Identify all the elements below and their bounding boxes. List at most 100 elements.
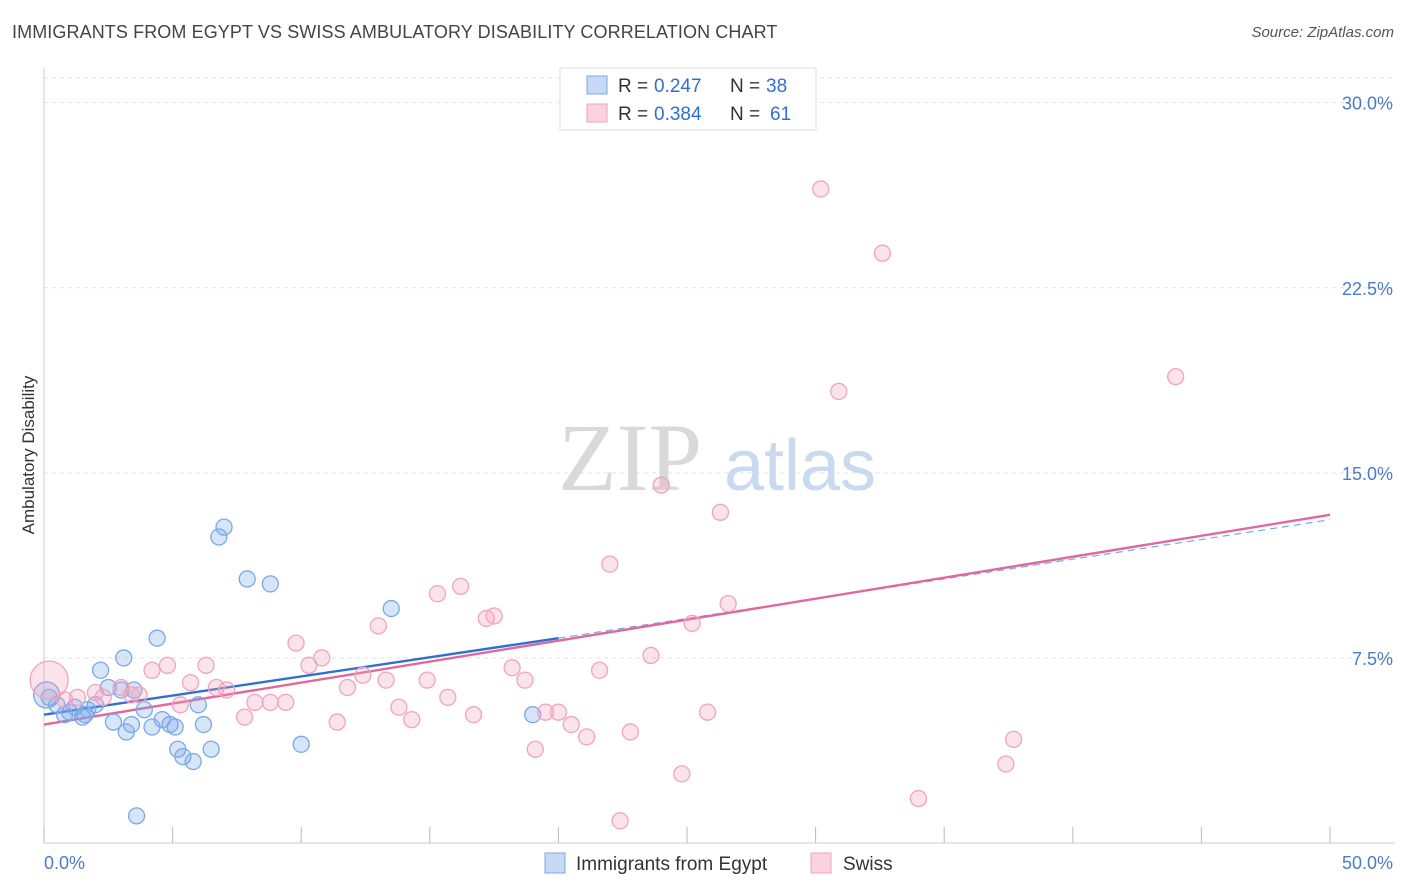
swiss-point <box>377 671 395 689</box>
egypt-point <box>261 575 279 593</box>
trendlines <box>43 513 1331 726</box>
egypt-point <box>127 807 146 825</box>
legend: R = 0.247 N = 38 R = 0.384 N = 61 <box>559 67 817 131</box>
legend-r-value-1: 0.247 <box>654 76 702 97</box>
egypt-point <box>382 599 400 618</box>
legend-r-value-2: 0.384 <box>654 104 702 125</box>
swiss-point <box>313 649 331 667</box>
swiss-point <box>300 656 318 674</box>
swiss-point <box>485 607 503 625</box>
data-points <box>29 180 1185 830</box>
swiss-point <box>171 696 189 714</box>
egypt-trendline-dashed <box>558 519 1331 639</box>
swiss-point <box>207 678 225 697</box>
swiss-point <box>997 755 1015 773</box>
swiss-point <box>354 666 372 684</box>
swiss-point <box>143 661 161 679</box>
egypt-point <box>125 681 143 699</box>
egypt-point <box>194 715 213 734</box>
swiss-point <box>338 678 357 697</box>
swiss-point <box>158 656 177 674</box>
swiss-point <box>439 688 457 707</box>
swiss-point <box>673 765 691 783</box>
egypt-point <box>238 570 256 588</box>
swiss-point <box>181 673 200 692</box>
swiss-point <box>235 708 254 726</box>
swiss-point <box>246 693 264 711</box>
chart-title: IMMIGRANTS FROM EGYPT VS SWISS AMBULATOR… <box>12 22 778 42</box>
swiss-trendline <box>43 513 1331 726</box>
legend-n-value-2: 61 <box>770 104 791 125</box>
swiss-point <box>711 503 730 521</box>
swiss-point <box>197 656 215 674</box>
swiss-point <box>516 671 534 689</box>
swiss-point <box>578 728 596 746</box>
swiss-point <box>452 577 470 596</box>
y-tick-label: 7.5% <box>1352 649 1393 669</box>
swiss-point <box>277 693 295 711</box>
egypt-point <box>76 706 94 724</box>
legend-swatch-pink <box>586 103 608 123</box>
bottom-legend-swatch-egypt <box>544 852 566 874</box>
swiss-point <box>418 671 436 689</box>
bottom-legend-swatch-swiss <box>810 852 832 874</box>
swiss-point <box>130 686 148 704</box>
bottom-legend-label-egypt: Immigrants from Egypt <box>576 854 768 875</box>
swiss-point <box>328 713 346 731</box>
swiss-point <box>1167 367 1185 386</box>
bottom-legend-label-swiss: Swiss <box>843 854 893 875</box>
y-tick-label: 15.0% <box>1342 464 1393 484</box>
swiss-point <box>29 660 69 700</box>
watermark-atlas: atlas <box>724 426 876 506</box>
swiss-point <box>873 244 892 262</box>
egypt-point <box>166 718 184 736</box>
swiss-point <box>830 382 848 401</box>
watermark-zip: ZIP <box>558 404 702 511</box>
swiss-point <box>403 710 421 729</box>
egypt-point <box>91 661 110 679</box>
legend-n-label-1: N = <box>730 76 760 97</box>
egypt-point <box>202 740 220 758</box>
legend-r-label-2: R = <box>618 104 648 125</box>
y-tick-label: 30.0% <box>1342 94 1393 114</box>
swiss-point <box>536 703 555 721</box>
egypt-point <box>215 518 233 536</box>
swiss-point <box>217 681 236 699</box>
bottom-legend: Immigrants from Egypt Swiss <box>544 852 893 875</box>
x-tick-label-min: 0.0% <box>44 853 85 873</box>
egypt-point <box>99 678 117 697</box>
swiss-point <box>601 555 619 573</box>
swiss-point <box>562 715 580 734</box>
swiss-point <box>1004 730 1023 749</box>
egypt-point <box>174 747 192 766</box>
legend-swatch-blue <box>586 75 608 95</box>
egypt-point <box>122 715 141 734</box>
swiss-point <box>390 698 408 716</box>
swiss-point <box>526 740 544 758</box>
egypt-point <box>189 696 207 714</box>
x-tick-label-max: 50.0% <box>1342 853 1393 873</box>
legend-n-label-2: N = <box>730 104 760 125</box>
egypt-point <box>104 713 123 731</box>
egypt-point <box>184 752 202 771</box>
egypt-point <box>524 706 542 724</box>
swiss-point <box>94 688 112 707</box>
legend-n-value-1: 38 <box>766 76 787 97</box>
swiss-point <box>503 659 521 677</box>
egypt-point <box>32 681 61 709</box>
swiss-point <box>812 180 830 198</box>
swiss-point <box>909 789 928 808</box>
source-label: Source: ZipAtlas.com <box>1251 24 1394 41</box>
swiss-point <box>590 661 609 679</box>
egypt-point <box>115 649 133 667</box>
swiss-point <box>549 703 568 721</box>
tick-labels: 7.5% 15.0% 22.5% 30.0% 0.0% 50.0% <box>44 94 1393 873</box>
swiss-point <box>55 691 74 709</box>
swiss-point <box>261 693 279 711</box>
swiss-point <box>719 594 737 613</box>
egypt-point <box>210 528 228 546</box>
swiss-point <box>621 723 640 741</box>
y-tick-label: 22.5% <box>1342 279 1393 299</box>
egypt-point <box>135 701 153 719</box>
